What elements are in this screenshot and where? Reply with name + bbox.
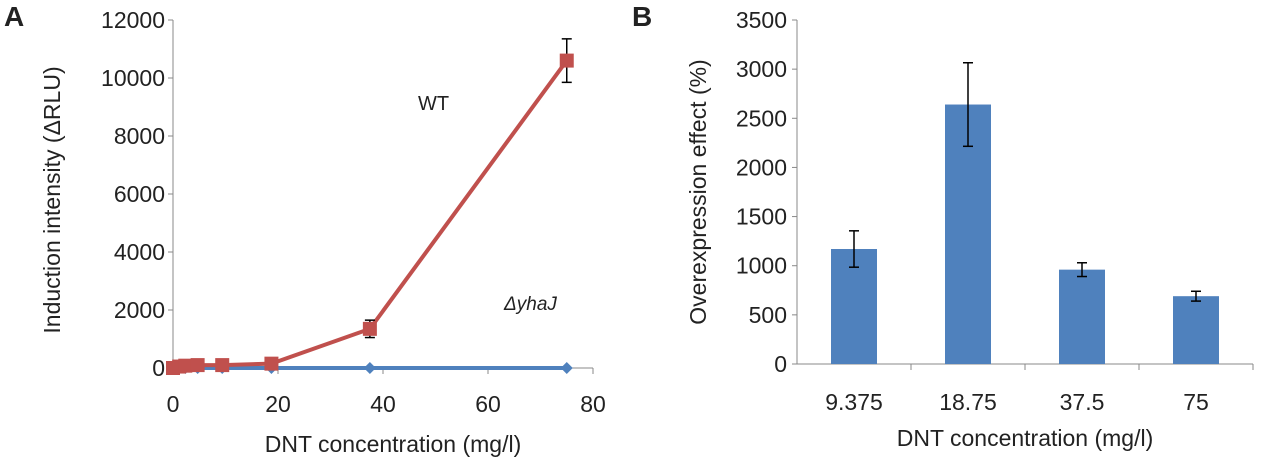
x-tick-label-a: 60 [475, 391, 501, 417]
bar [1059, 269, 1105, 364]
bar [945, 104, 991, 365]
x-axis-label-b: DNT concentration (mg/l) [897, 425, 1154, 451]
panel-label-a: A [4, 1, 24, 32]
x-axis-label-a: DNT concentration (mg/l) [265, 431, 522, 457]
x-tick-label-b: 37.5 [1060, 389, 1105, 415]
x-tick-label-a: 20 [265, 391, 291, 417]
x-tick-label-b: 75 [1183, 389, 1209, 415]
x-tick-label-b: 18.75 [939, 389, 997, 415]
y-tick-label-a: 12000 [101, 7, 165, 33]
bar [831, 249, 877, 364]
data-point-square [215, 358, 230, 373]
data-point-diamond [363, 362, 376, 374]
y-tick-label-b: 3000 [736, 56, 787, 82]
y-tick-label-a: 4000 [114, 239, 165, 265]
data-point-square [559, 53, 574, 68]
y-tick-label-b: 1500 [736, 204, 787, 230]
y-tick-label-b: 2500 [736, 105, 787, 131]
y-tick-label-b: 0 [774, 351, 787, 377]
y-tick-label-b: 3500 [736, 7, 787, 33]
y-tick-label-b: 500 [749, 302, 787, 328]
y-tick-label-a: 2000 [114, 297, 165, 323]
data-point-square [264, 356, 279, 371]
x-tick-label-b: 9.375 [825, 389, 883, 415]
y-tick-label-b: 1000 [736, 253, 787, 279]
panel-label-b: B [632, 1, 652, 32]
y-tick-label-b: 2000 [736, 154, 787, 180]
series-label-wt: WT [418, 93, 449, 115]
series-label-yhaj: ΔyhaJ [503, 294, 557, 315]
data-point-square [190, 358, 205, 373]
x-tick-label-a: 40 [370, 391, 396, 417]
y-tick-label-a: 8000 [114, 123, 165, 149]
y-tick-label-a: 10000 [101, 65, 165, 91]
x-tick-label-a: 80 [580, 391, 606, 417]
y-tick-label-a: 0 [152, 355, 165, 381]
bar [1173, 296, 1219, 364]
data-point-square [178, 358, 193, 373]
data-point-square [362, 321, 377, 336]
y-axis-label-a: Induction intensity (ΔRLU) [39, 66, 65, 333]
x-tick-label-a: 0 [167, 391, 180, 417]
y-tick-label-a: 6000 [114, 181, 165, 207]
data-point-diamond [560, 362, 573, 374]
y-axis-label-b: Overexpression effect (%) [685, 59, 711, 324]
